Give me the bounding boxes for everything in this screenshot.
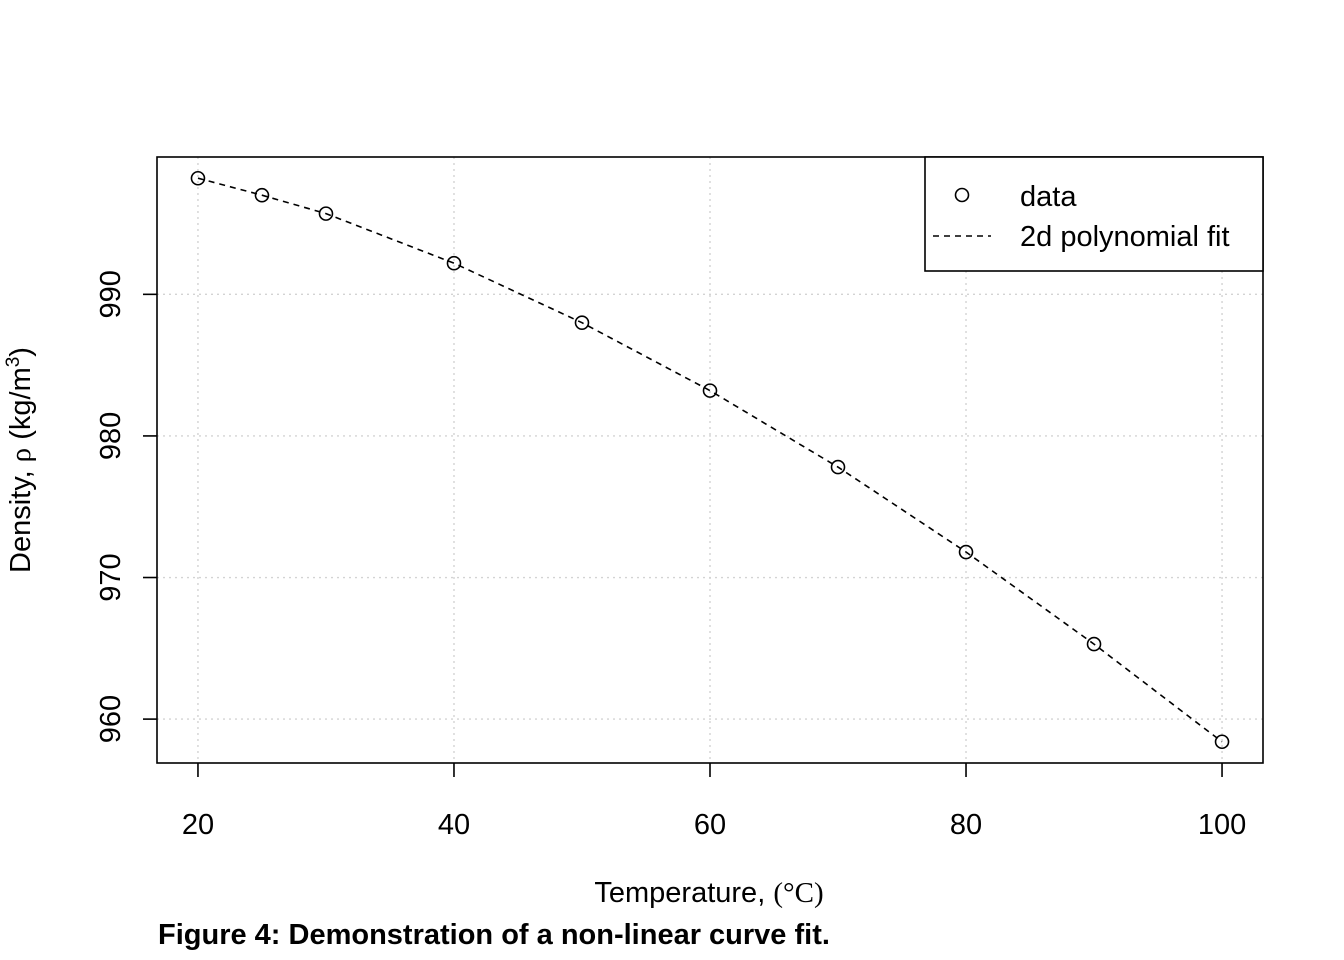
y-tick-label: 980 [95,412,127,460]
grid [157,157,1263,763]
figure-caption: Figure 4: Demonstration of a non-linear … [158,919,830,951]
data-point [446,255,462,271]
y-tick-label: 990 [95,270,127,318]
data-point [830,459,846,475]
y-tick-label: 960 [95,695,127,743]
data-point [318,206,334,221]
legend-marker-data [954,187,970,203]
x-tick-label: 100 [1198,809,1246,841]
legend: data 2d polynomial fit [924,156,1264,272]
x-tick-label: 20 [182,809,214,841]
data-point [574,315,590,330]
y-tick-label: 970 [95,553,127,601]
fit-line-group [197,177,1223,743]
y-axis: 960 970 980 990 [95,270,157,743]
fit-line [197,177,1223,743]
data-point [190,170,206,186]
data-point [702,383,718,398]
x-tick-label: 80 [950,809,982,841]
x-tick-label: 60 [694,809,726,841]
data-point [1086,636,1102,652]
legend-label-data: data [1020,181,1077,213]
x-tick-label: 40 [438,809,470,841]
legend-label-fit: 2d polynomial fit [1020,221,1230,253]
data-point [254,187,270,203]
data-point [1214,734,1230,750]
legend-box [924,156,1264,272]
y-axis-label: Density, ρ (kg/m3) [3,347,37,573]
data-point [958,544,974,560]
data-points [190,170,1230,750]
x-axis: 20 40 60 80 100 [182,763,1246,841]
x-axis-label: Temperature, (°C) [594,877,823,909]
